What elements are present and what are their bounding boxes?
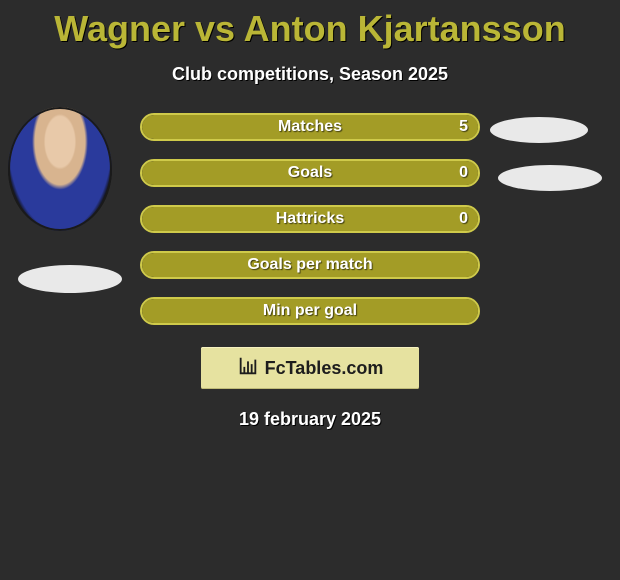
watermark: FcTables.com bbox=[201, 347, 419, 389]
comparison-area: Matches 5 Goals 0 Hattricks 0 Goals per match M… bbox=[0, 113, 620, 430]
stat-bar-label: Matches bbox=[278, 118, 342, 136]
watermark-text: FcTables.com bbox=[265, 358, 384, 379]
player-right-avatar-blob bbox=[490, 117, 588, 143]
stat-bars: Matches 5 Goals 0 Hattricks 0 Goals per match M… bbox=[140, 113, 480, 325]
stat-bar-label: Goals per match bbox=[247, 256, 372, 274]
stat-bar-label: Min per goal bbox=[263, 302, 357, 320]
stat-bar: Hattricks 0 bbox=[140, 205, 480, 233]
player-left-avatar bbox=[8, 107, 112, 231]
stat-bar: Goals 0 bbox=[140, 159, 480, 187]
date-label: 19 february 2025 bbox=[0, 409, 620, 430]
stat-bar-label: Goals bbox=[288, 164, 332, 182]
player-right-name-blob bbox=[498, 165, 602, 191]
subtitle: Club competitions, Season 2025 bbox=[0, 64, 620, 85]
player-left-name-blob bbox=[18, 265, 122, 293]
stat-bar-value: 0 bbox=[459, 210, 468, 228]
bar-chart-icon bbox=[237, 355, 259, 382]
stat-bar: Min per goal bbox=[140, 297, 480, 325]
stat-bar-label: Hattricks bbox=[276, 210, 344, 228]
stat-bar-value: 5 bbox=[459, 118, 468, 136]
stat-bar: Matches 5 bbox=[140, 113, 480, 141]
stat-bar: Goals per match bbox=[140, 251, 480, 279]
stat-bar-value: 0 bbox=[459, 164, 468, 182]
page-title: Wagner vs Anton Kjartansson bbox=[0, 0, 620, 50]
